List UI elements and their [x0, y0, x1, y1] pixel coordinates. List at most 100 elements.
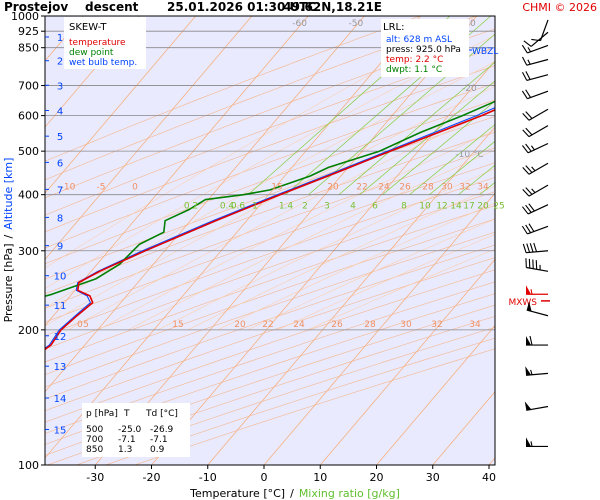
theta-label: 0: [77, 320, 83, 330]
header-coords: 49.62N,18.21E: [283, 0, 382, 14]
temperature-tick-label: -10: [199, 471, 217, 484]
isotherm-line: [488, 457, 495, 465]
theta-label: 32: [431, 320, 442, 330]
altitude-tick-label: 5: [57, 132, 63, 143]
theta-label: 24: [378, 183, 390, 193]
wind-barb: [526, 285, 548, 295]
table-header-t: T: [123, 409, 130, 419]
mixing-ratio-label: 6: [372, 202, 378, 212]
table-row-td: 0.9: [150, 445, 165, 455]
temperature-tick-label: 20: [370, 471, 384, 484]
y-axis-label-altitude: Altitude [km]: [2, 158, 15, 230]
isotherm-label: -50: [349, 19, 364, 29]
theta-label: 34: [477, 183, 489, 193]
mixing-ratio-line: [308, 33, 495, 195]
isotherm-line: [45, 16, 140, 128]
altitude-tick-label: 10: [54, 272, 67, 283]
isotherm-line: [319, 258, 495, 465]
temperature-tick-label: -20: [143, 471, 161, 484]
isotherm-line: [45, 16, 253, 261]
wind-barb: [526, 437, 548, 448]
wind-barb: [522, 71, 549, 81]
theta-label: 28: [422, 183, 434, 193]
mixing-ratio-label: 0.4: [220, 202, 235, 212]
theta-label: 24: [293, 320, 305, 330]
isotherm-line: [45, 16, 309, 327]
table-row-t: -7.1: [118, 435, 136, 445]
theta-label: 0: [132, 183, 138, 193]
wetbulb-line: [45, 107, 495, 349]
dry-adiabat-line: [45, 218, 495, 376]
y-axis-label-pressure: Pressure [hPa]: [2, 243, 15, 322]
moist-adiabat-line: [247, 218, 495, 331]
dry-adiabat-line: [45, 82, 495, 249]
mixing-ratio-line: [359, 80, 495, 195]
sounding-series: [45, 100, 495, 351]
wind-barb: [522, 125, 549, 138]
wind-barb: [521, 44, 549, 54]
mixing-ratio-line: [538, 16, 600, 195]
theta-label: -10: [61, 183, 76, 193]
altitude-tick-label: 4: [57, 106, 63, 117]
pressure-tick-label: 200: [18, 324, 39, 337]
theta-label: -5: [97, 183, 106, 193]
mixing-ratio-line: [523, 16, 600, 195]
y-axis-separator: /: [2, 234, 15, 238]
isotherm-label: -60: [292, 19, 307, 29]
dry-adiabat-line: [45, 116, 495, 280]
x-axis-label-mixing: Mixing ratio [g/kg]: [299, 487, 400, 500]
dry-adiabat-line: [45, 132, 495, 295]
isotherm-line: [45, 16, 196, 194]
mxws-label: MXWS: [508, 298, 537, 308]
isotherm-line: [207, 126, 495, 465]
mixing-ratio-label: 2: [302, 202, 308, 212]
wind-barb: [522, 242, 549, 254]
dry-adiabat-line: [45, 191, 495, 350]
theta-label: 20: [327, 183, 339, 193]
theta-label: 26: [399, 183, 411, 193]
moist-adiabat-line: [187, 185, 495, 331]
header-mode: descent: [85, 0, 139, 14]
moist-adiabat-line: [157, 168, 495, 331]
mixing-ratio-label: 14: [450, 202, 462, 212]
header-datetime: 25.01.2026 01:30 UTC: [167, 0, 316, 14]
altitude-tick-label: 3: [57, 81, 63, 92]
wbzl-label: WBZL: [472, 47, 498, 57]
wind-barb: [523, 31, 549, 47]
wind-barb: [525, 258, 549, 272]
wind-barbs: [521, 19, 549, 448]
theta-label: 32: [459, 183, 470, 193]
axes: 1002003004005006007008509251000123456789…: [11, 10, 496, 484]
lrl-alt: alt: 628 m ASL: [386, 35, 452, 45]
lrl-box: [381, 19, 469, 77]
pressure-tick-label: 700: [18, 80, 39, 93]
dewpoint-line: [45, 100, 495, 297]
isotherm-line: [45, 16, 421, 459]
mixing-ratio-label: 1: [252, 202, 258, 212]
mixing-ratio-label: 1.4: [279, 202, 294, 212]
x-axis-title: Temperature [°C] / Mixing ratio [g/kg]: [189, 487, 400, 500]
table-header-td: Td [°C]: [145, 409, 178, 419]
temperature-tick-label: 30: [426, 471, 440, 484]
mixing-ratio-label: 0.2: [184, 202, 198, 212]
table-row-t: -25.0: [118, 425, 142, 435]
mixing-ratio-line: [570, 16, 600, 195]
theta-label: 30: [441, 183, 453, 193]
temperature-line: [45, 109, 495, 351]
isotherm-line: [151, 60, 495, 465]
grid-labels: -60-50-40-30-20-10 °C0515202224262830323…: [61, 19, 550, 330]
mixing-ratio-label: 0.6: [231, 202, 246, 212]
lrl-temp: temp: 2.2 °C: [386, 55, 443, 65]
pressure-tick-label: 1000: [11, 10, 39, 23]
mixing-ratio-line: [551, 16, 600, 195]
legend-box: [64, 17, 146, 69]
isotherm-line: [376, 324, 495, 465]
isotherm-line: [545, 16, 600, 465]
altitude-tick-label: 9: [57, 242, 63, 253]
theta-label: 5: [83, 320, 89, 330]
wind-barb: [526, 335, 548, 346]
altitude-tick-label: 1: [57, 33, 63, 44]
lrl-press: press: 925.0 hPa: [386, 45, 461, 55]
table-row-td: -26.9: [150, 425, 174, 435]
moist-adiabat-line: [98, 129, 495, 331]
